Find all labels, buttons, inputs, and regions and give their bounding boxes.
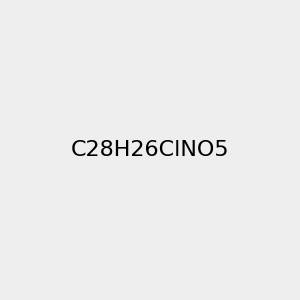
Text: C28H26ClNO5: C28H26ClNO5 — [71, 140, 229, 160]
